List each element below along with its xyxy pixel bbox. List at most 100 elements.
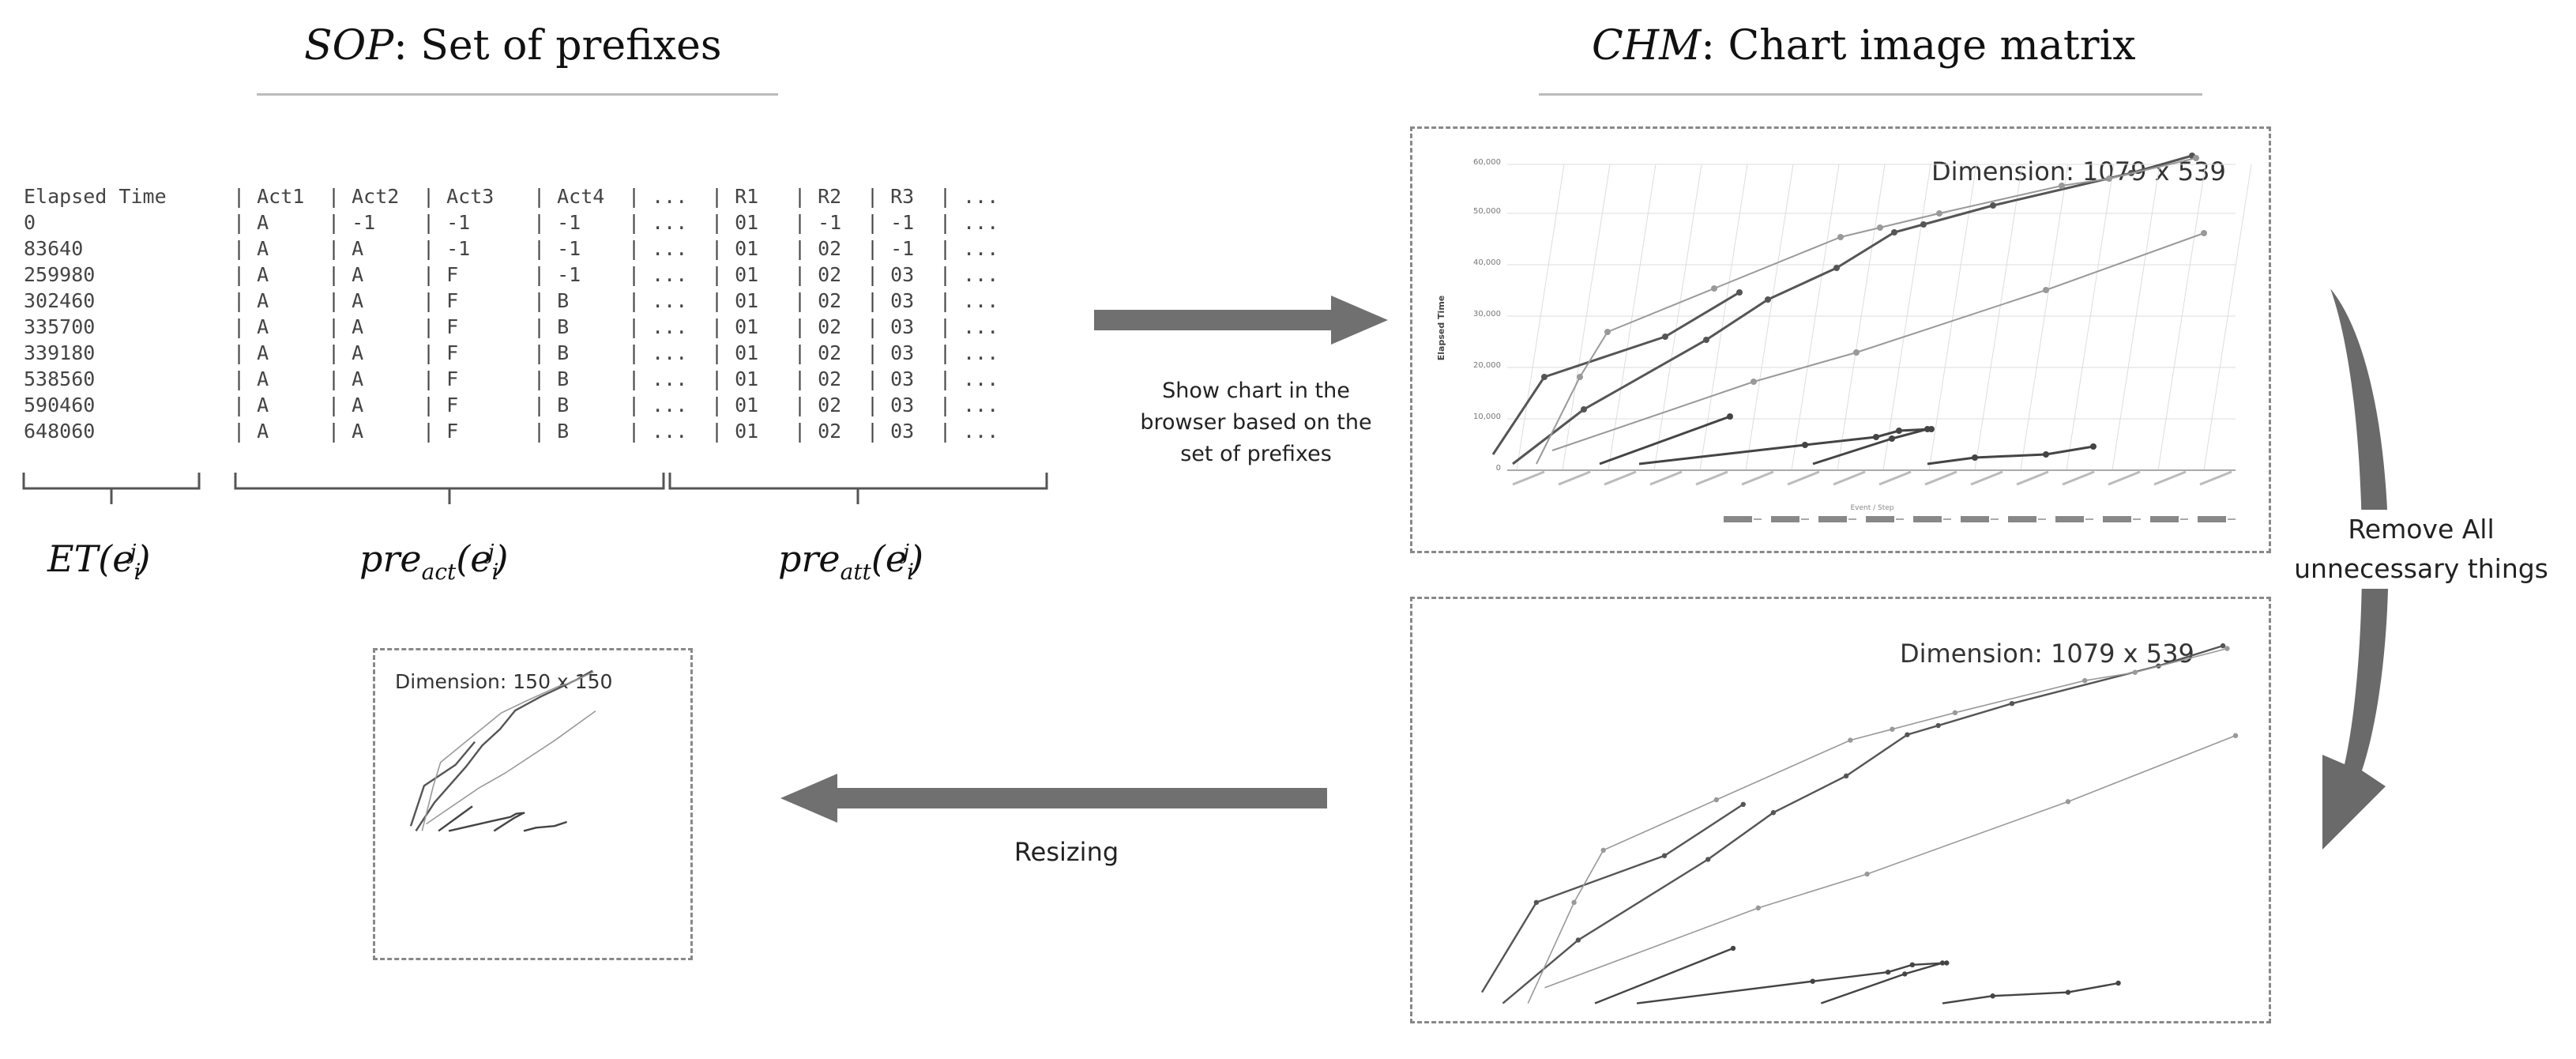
prefix-table-cell: | Act2 (328, 185, 400, 208)
data-point (1952, 710, 1958, 715)
clean-chart-dimension: Dimension: 1079 x 539 (1900, 639, 2194, 669)
prefix-table-row: 339180 | A | A | F | B | ... | 01 | 02 | 03 | ... (24, 340, 1002, 366)
data-point (1810, 978, 1815, 984)
prefix-table-cell: | A (328, 263, 364, 286)
et-bracket (22, 473, 201, 504)
data-point (2106, 175, 2112, 182)
data-point (1740, 801, 1746, 807)
remove-label: Remove All unnecessary things (2275, 510, 2567, 589)
prefix-table-cell: | A (233, 420, 269, 443)
data-point (1713, 797, 1719, 803)
x-tick-label (2016, 470, 2049, 486)
prefix-table-cell: | 02 (794, 341, 842, 364)
prefix-table-cell: | 01 (711, 237, 759, 260)
data-point (2220, 643, 2226, 649)
prefix-table-cell: | A (328, 420, 364, 443)
grid-line-v (1791, 164, 1840, 471)
prefix-table-cell: | ... (939, 263, 999, 286)
prefix-table-cell: 538560 (24, 367, 96, 390)
data-point (1533, 899, 1540, 906)
grid-line-v (2066, 164, 2115, 471)
full-chart-box (1410, 126, 2271, 553)
chart-line-5 (1599, 415, 1731, 465)
grid-line-v (1882, 164, 1931, 471)
prefix-table-cell: | ... (939, 237, 999, 260)
prefix-table-cell: | A (328, 394, 364, 416)
chart-line-5 (438, 805, 473, 832)
prefix-table-cell: | R3 (867, 185, 915, 208)
data-point (1889, 435, 1895, 442)
prefix-table-cell: | A (233, 211, 269, 234)
data-point (1936, 210, 1942, 217)
arrow-to-chart (1094, 296, 1388, 345)
et-label: ET(eij) (47, 537, 151, 586)
grid-line-v (1562, 164, 1611, 471)
chart-line-2 (1480, 803, 1744, 993)
chm-title-text: : Chart image matrix (1701, 22, 2136, 70)
legend-swatch (1913, 516, 1942, 522)
ytick-0: 0 (1496, 464, 1501, 473)
prefix-table-cell: | 03 (867, 420, 915, 443)
ytick-30000: 30,000 (1473, 310, 1501, 318)
prefix-table-cell: | F (423, 289, 459, 312)
ytick-60000: 60,000 (1473, 158, 1501, 167)
prefix-table-row: 538560 | A | A | F | B | ... | 01 | 02 | 03 | ... (24, 366, 1002, 392)
grid-line-v (1928, 164, 1977, 471)
legend-swatch (2150, 516, 2179, 522)
prefix-table-cell: 590460 (24, 394, 96, 416)
x-tick-label (1649, 470, 1683, 486)
prefix-table-cell: | B (533, 289, 570, 312)
prefix-table-cell: | ... (939, 420, 999, 443)
prefix-table-header: Elapsed Time | Act1 | Act2 | Act3 | Act4 | ..… (24, 183, 1002, 209)
data-point (2224, 646, 2230, 651)
chart-line-6 (448, 812, 525, 832)
prefix-table-row: 83640 | A | A | -1 | -1 | ... | 01 | 02 | -1 | ..… (24, 236, 1002, 262)
grid-line-v (2112, 164, 2160, 471)
data-point (2059, 183, 2065, 189)
data-point (1990, 993, 1995, 999)
data-point (1730, 945, 1736, 952)
prefix-table-cell: | 03 (867, 289, 915, 312)
prefix-table-cell: | A (328, 289, 364, 312)
prefix-table-cell: | 03 (867, 367, 915, 390)
prefix-table-cell: | A (328, 341, 364, 364)
data-point (2009, 701, 2015, 707)
x-tick-label (2199, 470, 2232, 486)
data-point (1703, 337, 1709, 343)
prefix-table-row: 302460 | A | A | F | B | ... | 01 | 02 | 03 | ... (24, 288, 1002, 314)
data-point (1751, 379, 1757, 385)
x-tick-label (1878, 470, 1912, 486)
prefix-table-cell: | -1 (794, 211, 842, 234)
data-point (2043, 287, 2049, 293)
chart-line-5 (1594, 947, 1734, 1004)
ytick-20000: 20,000 (1473, 361, 1501, 370)
data-point (1905, 732, 1910, 737)
prefix-table-cell: | ... (939, 394, 999, 416)
data-point (2132, 669, 2138, 675)
prefix-table-cell: | 02 (794, 263, 842, 286)
resizing-label: Resizing (1013, 837, 1119, 867)
prefix-table-cell: | 01 (711, 420, 759, 443)
att-bracket (668, 473, 1048, 504)
prefix-table-row: 0 | A | -1 | -1 | -1 | ... | 01 | -1 | -1 | ... (24, 209, 1002, 236)
prefix-table-row: 590460 | A | A | F | B | ... | 01 | 02 | 03 | ... (24, 392, 1002, 418)
data-point (1935, 722, 1941, 729)
data-point (2232, 733, 2239, 738)
prefix-table-cell: Elapsed Time (24, 185, 167, 208)
prefix-table-cell: 648060 (24, 420, 96, 443)
data-point (2115, 980, 2121, 986)
chart-line-7 (1812, 428, 1928, 465)
grid-line-v (1745, 164, 1794, 471)
data-point (1877, 224, 1883, 231)
grid-line-v (1516, 164, 1565, 471)
chart-line-7 (493, 812, 525, 832)
grid-line-v (1653, 164, 1702, 471)
grid-line-v (2020, 164, 2069, 471)
prefix-table-cell: | ... (628, 315, 688, 338)
chart-line-1 (1502, 644, 2224, 1004)
prefix-table-cell: | ... (628, 341, 688, 364)
chart-line-2 (409, 741, 476, 827)
chart-line-7 (1820, 962, 1943, 1004)
x-tick-label (1512, 470, 1545, 486)
prefix-table-cell: | B (533, 394, 570, 416)
